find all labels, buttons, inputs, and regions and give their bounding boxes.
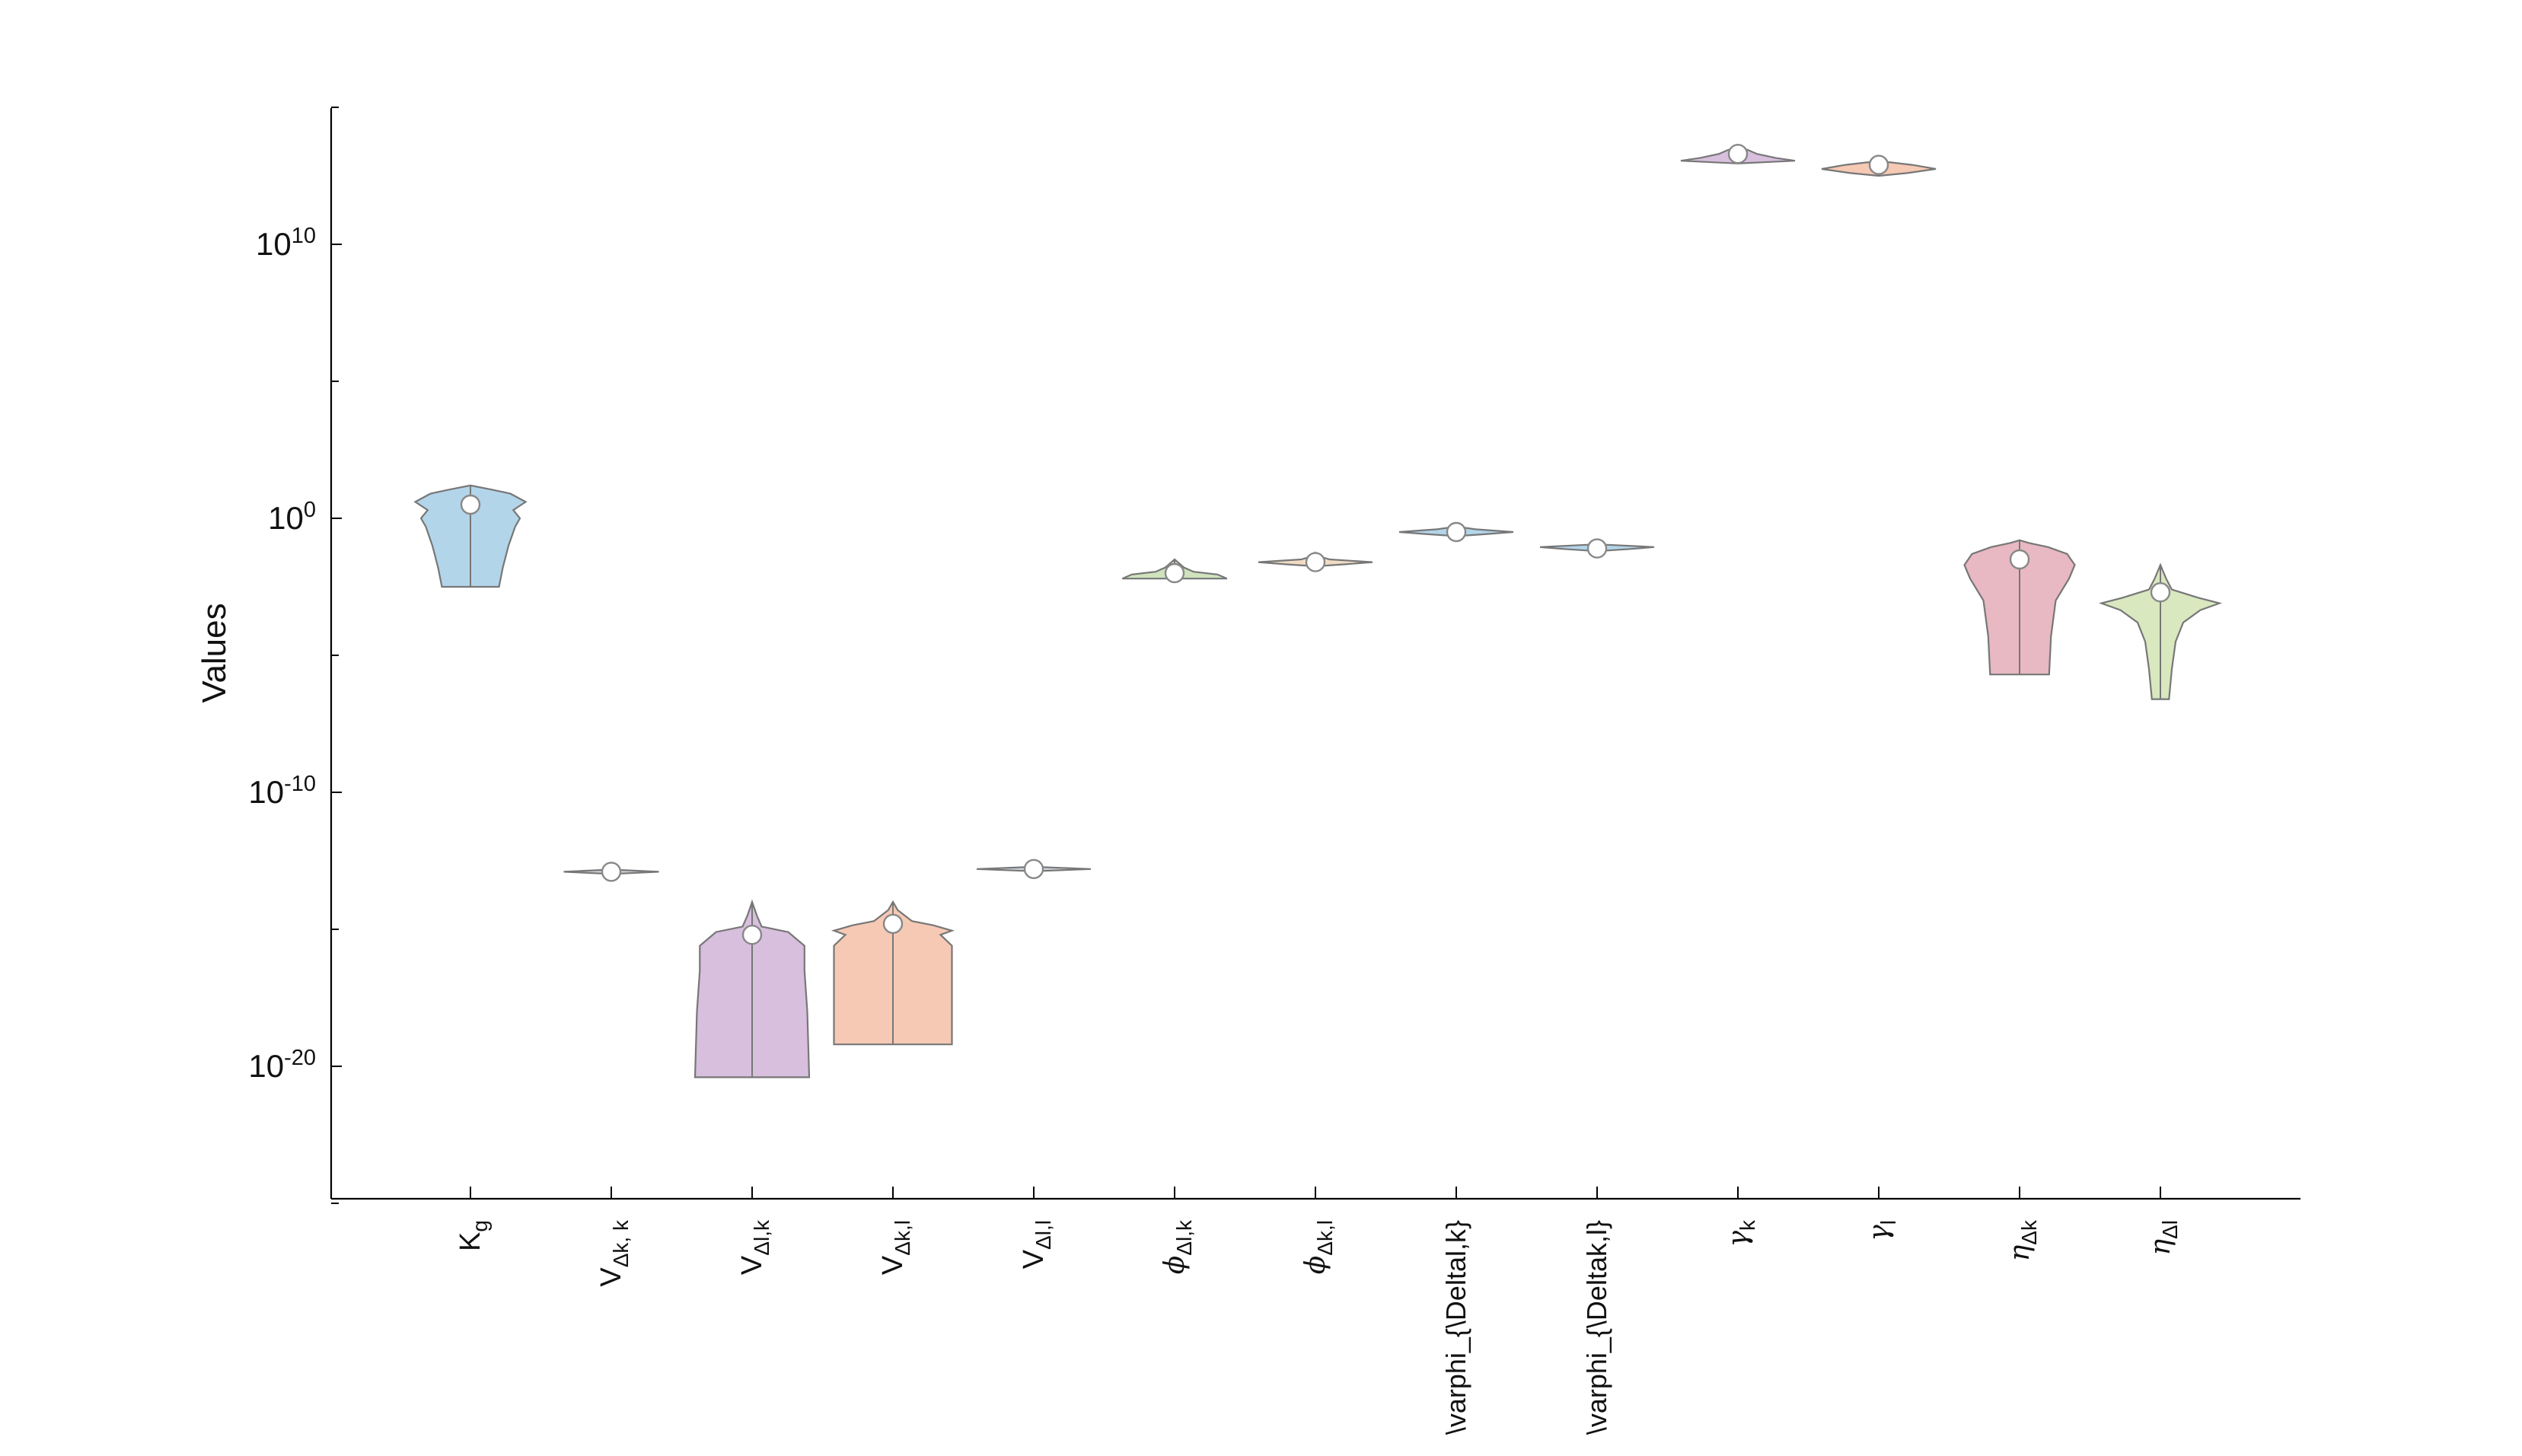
x-category-label: ηΔk [2004,1219,2041,1261]
x-category-label: ϕΔl,k [1159,1219,1196,1274]
violin-V_dk_k [563,862,659,882]
median-marker [2009,549,2030,570]
y-ticks: 1010 100 10-10 10-20 [248,107,342,1204]
y-tick-label: 10-10 [248,772,316,810]
violin-phi_dl_k [1121,558,1228,584]
median-marker [460,494,481,515]
median-marker [1868,155,1889,175]
median-marker [1727,143,1749,164]
violin-V_dl_l [976,859,1092,880]
violin-eta_dl [2098,562,2223,700]
x-category-label: VΔk, k [595,1219,633,1287]
median-marker [1586,538,1608,559]
median-marker [2150,582,2171,603]
violin-gamma_l [1821,155,1937,177]
median-marker [741,924,763,945]
x-category-label: ϕΔk,l [1300,1220,1337,1274]
violin-phi_dk_l [1258,551,1373,572]
violin-varphi_dl_k [1398,521,1514,543]
violin-K_g [413,484,528,588]
median-marker [601,862,622,882]
y-tick-label: 1010 [256,224,316,262]
x-category-label: Kg [454,1220,492,1251]
violin-eta_dk [1963,539,2076,676]
x-category-label: γl [1864,1220,1900,1241]
violins-layer [413,143,2223,1078]
violin-varphi_dk_l [1539,538,1655,559]
y-tick-label: 10-20 [248,1046,316,1084]
x-category-label: \varphi_{\Deltal,k} [1440,1220,1471,1435]
x-category-label: ηΔl [2145,1220,2182,1256]
x-category-label: VΔk,l [877,1220,914,1275]
x-category-label: VΔl,k [736,1219,773,1275]
violin-V_dl_k [693,899,811,1078]
median-marker [1305,552,1326,572]
violin-V_dk_l [831,900,955,1046]
x-ticks: Kg VΔk, k VΔl,k VΔk,l VΔl,l ϕΔl,k ϕΔk,l \varphi… [454,1187,2182,1435]
x-category-label: γk [1723,1219,1759,1247]
x-category-label: \varphi_{\Deltak,l} [1581,1220,1612,1435]
x-category-label: VΔl,l [1018,1220,1055,1269]
median-marker [1446,521,1467,543]
y-tick-label: 100 [268,498,316,536]
median-marker [882,913,904,935]
median-marker [1164,562,1185,584]
median-marker [1023,859,1044,880]
violin-gamma_k [1680,143,1796,164]
y-axis-label: Values [196,603,233,703]
